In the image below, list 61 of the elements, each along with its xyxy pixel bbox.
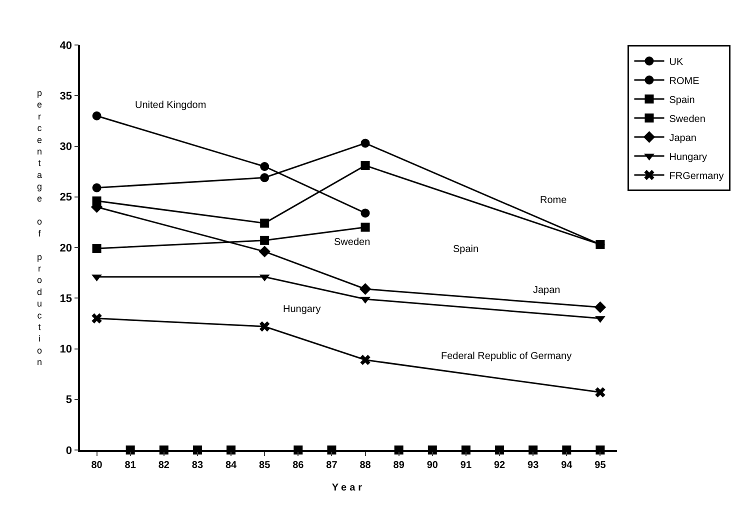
legend-label: Sweden bbox=[669, 114, 706, 125]
x-tick-label: 94 bbox=[561, 460, 573, 471]
point bbox=[596, 240, 605, 249]
point bbox=[92, 313, 102, 324]
legend-label: Spain bbox=[669, 94, 695, 106]
annotation: Sweden bbox=[334, 237, 370, 248]
y-tick-label: 0 bbox=[66, 444, 72, 457]
annotation: Federal Republic of Germany bbox=[441, 351, 572, 362]
point bbox=[260, 236, 270, 245]
point bbox=[360, 160, 370, 170]
y-tick-label: 15 bbox=[60, 292, 72, 305]
point bbox=[360, 354, 370, 365]
legend-label: Japan bbox=[669, 132, 696, 144]
legend-label: UK bbox=[669, 56, 684, 68]
point bbox=[260, 218, 270, 228]
y-tick-label: 5 bbox=[66, 394, 72, 406]
x-tick-label: 81 bbox=[124, 460, 136, 471]
point bbox=[359, 283, 372, 295]
x-tick-label: 88 bbox=[360, 460, 372, 471]
x-tick-label: 80 bbox=[91, 460, 103, 471]
point bbox=[258, 246, 270, 258]
annotation: Rome bbox=[540, 195, 568, 206]
x-tick-label: 84 bbox=[225, 460, 238, 471]
legend-label: FRGermany bbox=[669, 170, 724, 182]
x-tick-label: 86 bbox=[292, 460, 304, 471]
x-tick-label: 87 bbox=[326, 460, 338, 471]
y-tick-label: 25 bbox=[60, 192, 72, 204]
x-tick-label: 82 bbox=[158, 460, 170, 471]
x-tick-label: 83 bbox=[192, 460, 204, 471]
point bbox=[260, 173, 270, 182]
x-tick-label: 89 bbox=[393, 460, 405, 471]
point bbox=[259, 321, 270, 332]
point bbox=[360, 138, 370, 148]
text: percentage of production bbox=[37, 88, 42, 368]
y-tick-label: 40 bbox=[60, 40, 72, 52]
annotation: Hungary bbox=[283, 304, 321, 315]
annotation: Spain bbox=[453, 244, 479, 255]
point bbox=[360, 296, 370, 304]
y-tick-label: 20 bbox=[60, 242, 72, 254]
point bbox=[260, 162, 270, 171]
annotation: United Kingdom bbox=[135, 100, 206, 111]
legend-label: Hungary bbox=[669, 152, 708, 163]
x-tick-label: 93 bbox=[528, 460, 540, 471]
x-axis-title: Year bbox=[332, 482, 366, 494]
x-tick-label: 85 bbox=[259, 460, 271, 471]
x-tick-label: 92 bbox=[494, 460, 506, 471]
point bbox=[92, 111, 102, 120]
point bbox=[92, 183, 102, 192]
annotation: Japan bbox=[533, 285, 560, 296]
x-tick-label: 90 bbox=[426, 460, 438, 471]
point bbox=[360, 222, 370, 232]
y-tick-label: 30 bbox=[60, 141, 72, 154]
x-tick-label: 95 bbox=[594, 460, 606, 471]
legend-label: ROME bbox=[669, 76, 700, 87]
point bbox=[360, 208, 370, 218]
point bbox=[595, 387, 606, 398]
point bbox=[92, 244, 102, 254]
y-tick-label: 10 bbox=[60, 344, 72, 356]
y-tick-label: 35 bbox=[60, 90, 72, 102]
x-tick-label: 91 bbox=[460, 460, 472, 471]
point bbox=[594, 301, 606, 314]
